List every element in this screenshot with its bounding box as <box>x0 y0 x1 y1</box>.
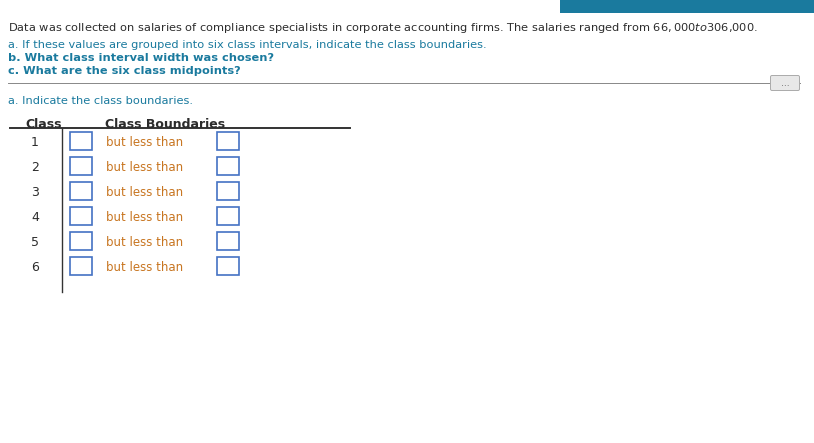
Bar <box>70 182 92 200</box>
Text: 6: 6 <box>31 261 39 274</box>
FancyBboxPatch shape <box>771 75 799 90</box>
Text: c. What are the six class midpoints?: c. What are the six class midpoints? <box>8 66 241 76</box>
Bar <box>217 157 239 175</box>
Text: Class Boundaries: Class Boundaries <box>105 118 225 131</box>
Text: but less than: but less than <box>107 186 184 199</box>
Text: ...: ... <box>781 78 790 88</box>
Text: 4: 4 <box>31 211 39 224</box>
Text: 3: 3 <box>31 186 39 199</box>
Text: a. If these values are grouped into six class intervals, indicate the class boun: a. If these values are grouped into six … <box>8 40 487 50</box>
Bar <box>70 157 92 175</box>
Text: Class: Class <box>25 118 62 131</box>
Text: Data was collected on salaries of compliance specialists in corporate accounting: Data was collected on salaries of compli… <box>8 21 758 35</box>
Text: but less than: but less than <box>107 211 184 224</box>
Bar <box>217 257 239 275</box>
Bar <box>217 182 239 200</box>
Bar <box>217 132 239 150</box>
Text: 1: 1 <box>31 136 39 149</box>
Text: but less than: but less than <box>107 236 184 249</box>
Bar <box>217 207 239 225</box>
Bar <box>70 132 92 150</box>
Bar <box>70 207 92 225</box>
Text: but less than: but less than <box>107 161 184 174</box>
Text: 5: 5 <box>31 236 39 249</box>
Text: but less than: but less than <box>107 261 184 274</box>
Text: a. Indicate the class boundaries.: a. Indicate the class boundaries. <box>8 96 193 106</box>
Text: 2: 2 <box>31 161 39 174</box>
Bar <box>70 257 92 275</box>
Bar <box>560 0 814 13</box>
Bar <box>70 232 92 250</box>
Bar <box>217 232 239 250</box>
Text: b. What class interval width was chosen?: b. What class interval width was chosen? <box>8 53 274 63</box>
Text: but less than: but less than <box>107 136 184 149</box>
